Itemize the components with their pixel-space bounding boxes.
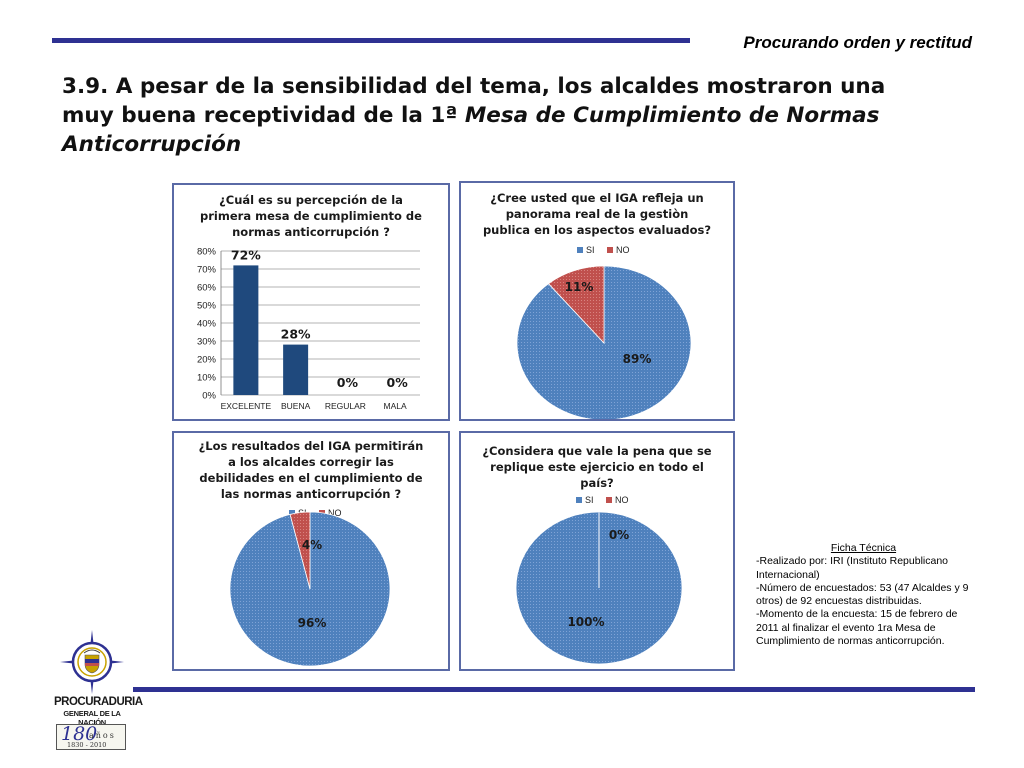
ficha-line: -Número de encuestados: 53 (47 Alcaldes …	[756, 581, 969, 608]
procuraduria-logo: PROCURADURIA GENERAL DE LA NACIÓN 180 añ…	[54, 628, 143, 754]
pie-chart: SINO96%4%	[229, 508, 391, 667]
y-tick-label: 40%	[197, 319, 217, 330]
y-tick-label: 60%	[197, 283, 217, 294]
coat-of-arms-icon	[60, 630, 124, 694]
data-label: 11%	[565, 280, 594, 294]
pie-slice-no	[289, 511, 311, 590]
pie-chart-title-line: país?	[580, 476, 614, 490]
title-italic-text: Mesa de Cumplimiento de Normas Anticorru…	[62, 103, 880, 157]
bar-chart-title-line: primera mesa de cumplimiento de	[200, 209, 422, 223]
pie-chart-title-line: a los alcaldes corregir las	[228, 455, 394, 469]
legend-swatch	[576, 497, 582, 503]
y-tick-label: 80%	[197, 247, 217, 258]
pie-chart: SI NO 89% 11%	[516, 245, 692, 419]
legend-label: NO	[616, 245, 630, 255]
data-label: 96%	[298, 616, 327, 630]
pie-chart-title-line: replique este ejercicio en todo el	[490, 460, 704, 474]
pie-chart-title-line: ¿Considera que vale la pena que se	[482, 444, 712, 458]
pie-chart: SI NO 100% 0%	[515, 495, 683, 665]
bar	[283, 344, 309, 395]
pie-chart-title: ¿Los resultados del IGA permitirán a los…	[174, 438, 448, 502]
pie-chart-panel-iga-refleja: ¿Cree usted que el IGA refleja un panora…	[459, 181, 735, 421]
data-label: 89%	[623, 352, 652, 366]
x-tick-label: BUENA	[281, 401, 311, 411]
ficha-tecnica: Ficha Técnica -Realizado por: IRI (Insti…	[756, 542, 971, 648]
legend-swatch	[577, 247, 583, 253]
legend-swatch	[607, 247, 613, 253]
data-label: 72%	[231, 247, 261, 262]
y-tick-label: 70%	[197, 265, 217, 276]
title-text: 3.9. A pesar de la sensibilidad del tema…	[62, 74, 886, 128]
data-label: 0%	[337, 375, 359, 390]
anniversary-word: años	[89, 731, 116, 740]
anniversary-badge: 180 años 1830 - 2010	[56, 723, 126, 750]
logo-name-line1: PROCURADURIA	[54, 696, 143, 708]
pie-chart-title: ¿Cree usted que el IGA refleja un panora…	[461, 190, 733, 238]
pie-chart-title-line: publica en los aspectos evaluados?	[482, 223, 712, 237]
pie-chart-title: ¿Considera que vale la pena que se repli…	[461, 443, 733, 491]
x-tick-label: REGULAR	[325, 401, 366, 411]
legend-swatch	[606, 497, 612, 503]
bar-chart-title-line: ¿Cuál es su percepción de la	[219, 193, 403, 207]
pie-chart-panel-iga-corregir: ¿Los resultados del IGA permitirán a los…	[172, 431, 450, 671]
x-tick-label: EXCELENTE	[221, 401, 272, 411]
y-tick-label: 10%	[197, 373, 217, 384]
slogan: Procurando orden y rectitud	[743, 33, 972, 52]
pie-chart-title-line: ¿Cree usted que el IGA refleja un	[490, 191, 704, 205]
data-label: 4%	[302, 538, 322, 552]
pie-chart-title-line: debilidades en el cumplimiento de	[199, 471, 423, 485]
data-label: 0%	[387, 375, 409, 390]
header-rule	[52, 38, 690, 43]
data-label: 28%	[281, 327, 311, 342]
ficha-heading: Ficha Técnica	[830, 542, 897, 554]
data-label: 100%	[567, 615, 604, 629]
bar-chart: 0% 10% 20% 30% 40% 50% 60% 70% 80% EXCELENTE 72% BU…	[197, 247, 420, 411]
x-tick-label: MALA	[384, 401, 407, 411]
pie-slice-si	[516, 265, 692, 419]
logo-name-line2: GENERAL DE LA NACIÓN	[63, 709, 121, 727]
ficha-line: -Momento de la encuesta: 15 de febrero d…	[756, 608, 958, 648]
legend-label: SI	[585, 495, 594, 505]
legend-swatch	[289, 510, 295, 516]
legend-label: NO	[615, 495, 629, 505]
y-tick-label: 30%	[197, 337, 217, 348]
pie-chart-title-line: ¿Los resultados del IGA permitirán	[198, 439, 424, 453]
bar-chart-title: ¿Cuál es su percepción de la primera mes…	[174, 192, 448, 240]
pie-slice-no	[547, 265, 605, 345]
anniversary-number: 180	[61, 723, 98, 745]
anniversary-years: 1830 - 2010	[67, 741, 107, 749]
y-tick-label: 0%	[202, 391, 216, 402]
legend-label: NO	[328, 508, 342, 518]
pie-chart-title-line: panorama real de la gestiòn	[505, 207, 689, 221]
bar	[233, 265, 259, 395]
pie-chart-title-line: las normas anticorrupción ?	[220, 487, 402, 501]
footer-rule	[133, 687, 975, 692]
slide-title: 3.9. A pesar de la sensibilidad del tema…	[62, 72, 942, 159]
data-label: 0%	[609, 528, 629, 542]
pie-chart-panel-replique: ¿Considera que vale la pena que se repli…	[459, 431, 735, 671]
y-tick-label: 20%	[197, 355, 217, 366]
bar-chart-title-line: normas anticorrupción ?	[232, 225, 390, 239]
y-tick-label: 50%	[197, 301, 217, 312]
bar-chart-panel: ¿Cuál es su percepción de la primera mes…	[172, 183, 450, 421]
ficha-line: -Realizado por: IRI (Instituto Republica…	[756, 555, 949, 581]
legend-label: SI	[586, 245, 595, 255]
